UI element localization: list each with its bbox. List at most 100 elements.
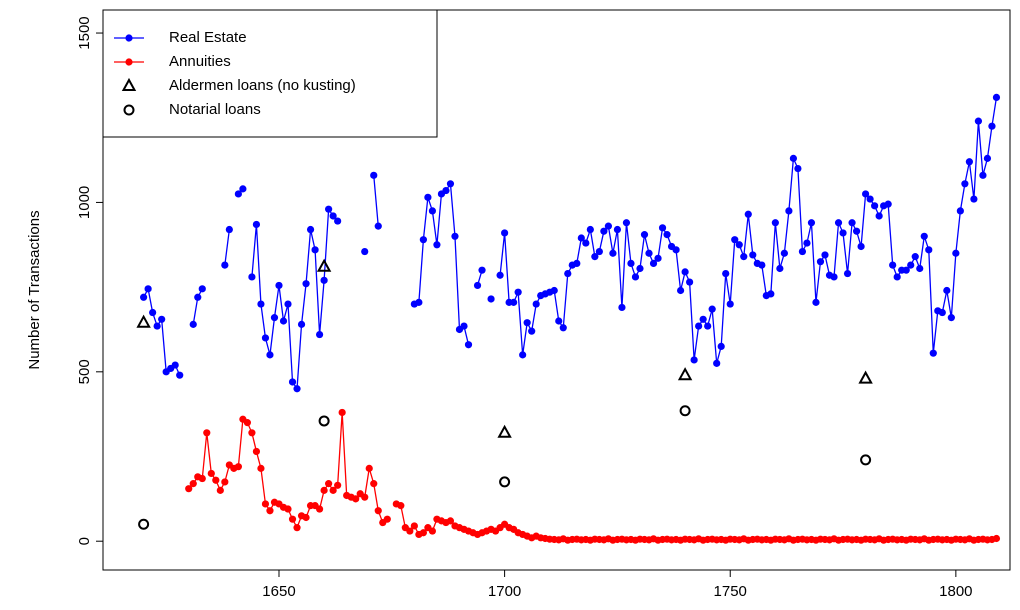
data-point xyxy=(185,485,193,493)
data-point xyxy=(464,341,473,349)
data-point xyxy=(320,486,328,494)
data-point xyxy=(550,286,558,295)
data-point xyxy=(266,507,274,515)
data-point xyxy=(559,324,567,332)
x-tick-label: 1750 xyxy=(714,583,747,600)
data-point xyxy=(415,298,423,306)
data-point xyxy=(925,246,933,254)
data-point xyxy=(528,327,536,335)
data-point xyxy=(212,476,220,484)
data-point xyxy=(140,293,148,301)
data-point xyxy=(138,518,150,530)
data-point xyxy=(785,207,793,215)
y-axis-label: Number of Transactions xyxy=(26,210,43,369)
data-point xyxy=(198,285,206,293)
data-point xyxy=(293,385,301,393)
data-point xyxy=(573,259,581,268)
data-point xyxy=(858,370,873,384)
data-point xyxy=(677,367,693,381)
data-point xyxy=(974,117,983,125)
data-point xyxy=(158,315,166,323)
data-point xyxy=(284,505,292,513)
legend-label: Real Estate xyxy=(169,29,247,46)
data-point xyxy=(884,200,892,208)
data-point xyxy=(911,253,919,261)
data-point xyxy=(726,300,734,308)
data-point xyxy=(325,480,333,488)
data-point xyxy=(713,359,721,367)
data-point xyxy=(424,193,432,201)
data-point xyxy=(875,212,883,220)
data-point xyxy=(679,405,691,417)
data-point xyxy=(740,253,748,261)
data-point xyxy=(686,278,694,286)
data-point xyxy=(451,232,459,240)
data-point xyxy=(907,261,915,269)
series-line xyxy=(188,412,997,541)
data-point xyxy=(234,190,242,198)
data-point xyxy=(988,122,996,130)
data-point xyxy=(681,268,689,276)
data-point xyxy=(708,305,716,313)
data-point xyxy=(970,195,978,203)
data-point xyxy=(497,424,512,438)
data-point xyxy=(442,186,450,195)
data-point xyxy=(803,239,811,247)
data-point xyxy=(171,361,179,369)
data-point xyxy=(239,185,247,193)
data-point xyxy=(532,300,540,308)
data-point xyxy=(198,474,206,483)
data-point xyxy=(979,171,987,179)
data-point xyxy=(473,281,482,290)
data-point xyxy=(153,322,161,330)
data-point xyxy=(848,219,856,227)
legend-label: Notarial loans xyxy=(169,101,261,118)
data-point xyxy=(270,314,279,322)
y-tick-label: 1000 xyxy=(76,186,93,219)
data-point xyxy=(780,249,788,257)
x-tick-label: 1700 xyxy=(488,583,521,600)
data-point xyxy=(916,264,924,273)
series-line xyxy=(143,97,998,391)
data-point xyxy=(221,261,229,269)
data-point xyxy=(446,517,455,525)
data-point xyxy=(248,429,256,437)
data-point xyxy=(514,288,522,296)
data-point xyxy=(636,264,644,273)
legend-marker xyxy=(123,104,135,116)
data-point xyxy=(374,507,382,515)
data-point xyxy=(645,249,653,257)
data-point xyxy=(586,225,594,234)
data-point xyxy=(731,236,739,244)
data-point xyxy=(234,463,242,471)
data-point xyxy=(613,225,622,234)
data-point xyxy=(302,513,310,522)
data-point xyxy=(992,534,1001,543)
data-point xyxy=(284,300,292,308)
data-point xyxy=(334,481,342,489)
data-point xyxy=(798,247,807,256)
data-point xyxy=(189,480,197,488)
data-point xyxy=(839,229,847,237)
data-point xyxy=(266,351,274,359)
data-point xyxy=(631,273,640,281)
data-point xyxy=(316,258,332,272)
data-point xyxy=(374,222,382,230)
data-point xyxy=(871,202,879,210)
data-point xyxy=(144,285,152,293)
data-point xyxy=(830,273,838,281)
data-point xyxy=(315,505,324,513)
data-point xyxy=(767,290,775,298)
data-point xyxy=(243,419,251,427)
data-point xyxy=(983,154,992,162)
x-tick-label: 1650 xyxy=(262,583,295,600)
data-point xyxy=(499,476,511,488)
data-point xyxy=(717,342,725,351)
data-point xyxy=(397,502,405,510)
data-point xyxy=(248,273,256,281)
legend-marker xyxy=(125,34,133,42)
data-point xyxy=(365,464,373,472)
data-point xyxy=(789,154,798,162)
data-point xyxy=(361,493,369,501)
data-point xyxy=(257,464,265,472)
